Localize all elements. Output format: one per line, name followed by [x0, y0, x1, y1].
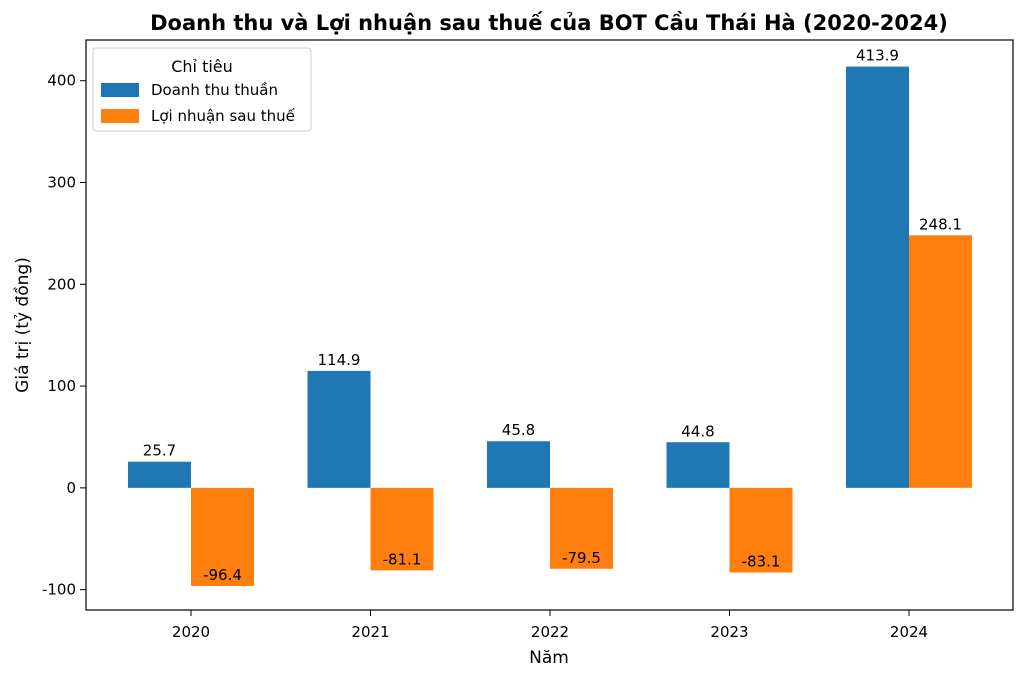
bar-doanh-thu-2020	[128, 461, 191, 488]
y-tick-label: 400	[47, 72, 76, 90]
data-label-loi-nhuan-2022: -79.5	[562, 549, 601, 567]
data-label-loi-nhuan-2021: -81.1	[383, 550, 422, 568]
legend-swatch-loi-nhuan	[101, 109, 139, 123]
bar-doanh-thu-2022	[487, 441, 550, 488]
bar-loi-nhuan-2024	[909, 235, 972, 488]
legend-label-doanh-thu: Doanh thu thuần	[151, 81, 278, 99]
legend-label-loi-nhuan: Lợi nhuận sau thuế	[151, 107, 296, 125]
data-label-loi-nhuan-2023: -83.1	[742, 552, 781, 570]
y-tick-label: 200	[47, 275, 76, 293]
y-tick-label: 0	[66, 479, 76, 497]
bar-loi-nhuan-2023	[729, 487, 793, 573]
x-tick-label: 2020	[172, 623, 210, 641]
x-axis-label: Năm	[529, 648, 569, 668]
data-label-doanh-thu-2021: 114.9	[318, 351, 361, 369]
bar-doanh-thu-2023	[666, 442, 730, 488]
legend: Chỉ tiêu Doanh thu thuần Lợi nhuận sau t…	[92, 47, 312, 132]
plot-frame	[85, 39, 1014, 611]
data-label-loi-nhuan-2024: 248.1	[919, 215, 962, 233]
bars-group	[128, 66, 972, 586]
data-labels-group: 25.7 114.9 45.8 44.8 413.9 -96.4 -81.1 -79.5 -83…	[143, 47, 962, 584]
data-label-loi-nhuan-2020: -96.4	[203, 566, 242, 584]
bar-loi-nhuan-2022	[550, 487, 613, 569]
bar-loi-nhuan-2021	[370, 487, 434, 571]
bar-loi-nhuan-2020	[191, 487, 254, 586]
chart-title: Doanh thu và Lợi nhuận sau thuế của BOT …	[150, 11, 948, 35]
legend-title: Chỉ tiêu	[171, 57, 233, 76]
x-tick-label: 2024	[890, 623, 928, 641]
data-label-doanh-thu-2020: 25.7	[143, 442, 176, 460]
bar-doanh-thu-2024	[846, 66, 909, 488]
y-tick-label: 300	[47, 174, 76, 192]
legend-box	[92, 47, 312, 132]
bar-doanh-thu-2021	[307, 370, 371, 488]
x-tick-label: 2022	[531, 623, 569, 641]
y-tick-label: 100	[47, 377, 76, 395]
x-axis-ticks: 2020 2021 2022 2023 2024	[172, 610, 928, 641]
y-axis-label: Giá trị (tỷ đồng)	[12, 257, 33, 393]
data-label-doanh-thu-2022: 45.8	[502, 421, 535, 439]
data-label-doanh-thu-2024: 413.9	[856, 47, 899, 65]
x-tick-label: 2023	[710, 623, 748, 641]
data-label-doanh-thu-2023: 44.8	[681, 422, 714, 440]
y-tick-label: -100	[42, 581, 76, 599]
x-tick-label: 2021	[351, 623, 389, 641]
y-axis-ticks: -100 0 100 200 300 400	[42, 72, 86, 599]
legend-swatch-doanh-thu	[101, 83, 139, 97]
